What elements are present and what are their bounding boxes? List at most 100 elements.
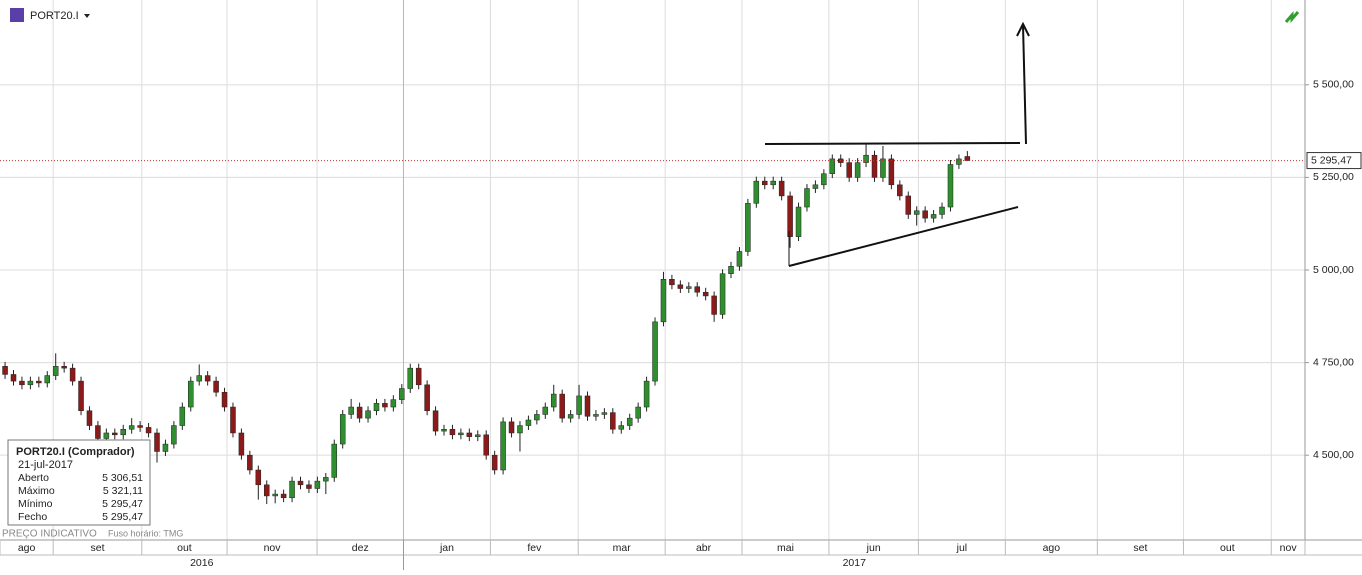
arrow bbox=[1022, 24, 1027, 145]
candle-body bbox=[339, 414, 346, 445]
candle-body bbox=[913, 210, 920, 215]
candle-body bbox=[483, 434, 489, 456]
candle-body bbox=[19, 380, 25, 386]
month-label: out bbox=[1220, 542, 1235, 554]
year-label: 2016 bbox=[190, 557, 214, 569]
candle-body bbox=[120, 429, 126, 436]
candle-body bbox=[154, 432, 160, 452]
candle-body bbox=[458, 432, 464, 436]
candle-body bbox=[10, 374, 17, 382]
candle-body bbox=[500, 421, 506, 471]
candle-body bbox=[2, 366, 8, 375]
candle-body bbox=[795, 206, 802, 237]
trend-icon bbox=[1284, 10, 1300, 24]
candle-body bbox=[103, 432, 110, 439]
candle-body bbox=[137, 425, 143, 428]
candle-body bbox=[69, 367, 76, 382]
candle-body bbox=[145, 427, 152, 434]
candle-body bbox=[576, 395, 582, 415]
y-tick-label: 5 000,00 bbox=[1313, 264, 1354, 276]
candle-body bbox=[263, 484, 270, 497]
candle-body bbox=[27, 380, 34, 386]
candle-body bbox=[694, 286, 700, 293]
last-price-box bbox=[1306, 152, 1362, 170]
candle-body bbox=[652, 321, 658, 382]
candle-body bbox=[618, 425, 625, 430]
candle-body bbox=[441, 429, 447, 432]
info-value: 5 295,47 bbox=[102, 498, 143, 510]
candle-body bbox=[787, 195, 793, 237]
month-label: jan bbox=[439, 542, 454, 554]
candle-body bbox=[390, 399, 397, 408]
month-label: jun bbox=[866, 542, 881, 554]
candle-body bbox=[255, 469, 262, 486]
y-tick-label: 5 500,00 bbox=[1313, 79, 1354, 91]
candle-body bbox=[677, 284, 684, 289]
candle-body bbox=[238, 432, 245, 456]
candle-body bbox=[728, 266, 734, 274]
candle-body bbox=[905, 195, 912, 215]
month-label: dez bbox=[352, 542, 369, 554]
candle-body bbox=[331, 443, 338, 478]
candle-body bbox=[407, 367, 413, 389]
dropdown[interactable] bbox=[84, 14, 90, 18]
candle-body bbox=[930, 214, 937, 219]
candle-body bbox=[854, 162, 861, 178]
month-label: set bbox=[90, 542, 104, 554]
candle-body bbox=[669, 279, 675, 286]
candle-body bbox=[871, 154, 878, 178]
candle-body bbox=[188, 380, 194, 408]
symbol: PORT20.I bbox=[30, 10, 79, 22]
candle-body bbox=[897, 184, 903, 197]
candle-body bbox=[289, 480, 295, 499]
candle-body bbox=[356, 406, 363, 419]
candle-body bbox=[736, 251, 743, 267]
info-value: 5 295,47 bbox=[102, 511, 143, 523]
candle-body bbox=[964, 156, 971, 161]
month-label: out bbox=[177, 542, 192, 554]
y-tick-label: 4 500,00 bbox=[1313, 449, 1354, 461]
candle-body bbox=[196, 375, 202, 382]
month-label: mai bbox=[777, 542, 794, 554]
candle-body bbox=[947, 164, 954, 208]
candle-body bbox=[213, 380, 219, 393]
info-label: Mínimo bbox=[18, 498, 53, 510]
info-value: 5 306,51 bbox=[102, 472, 143, 484]
support-line bbox=[788, 206, 1019, 267]
candle-body bbox=[466, 432, 473, 437]
month-label: nov bbox=[264, 542, 282, 554]
info-title: PORT20.I (Comprador) bbox=[16, 446, 135, 458]
candle-body bbox=[745, 203, 751, 252]
candle-body bbox=[550, 393, 557, 408]
drawings bbox=[764, 21, 1030, 267]
candle-body bbox=[221, 391, 228, 408]
info-label: Fecho bbox=[18, 511, 47, 523]
candle-body bbox=[517, 425, 523, 434]
candle-body bbox=[52, 366, 59, 376]
candle-body bbox=[36, 380, 42, 384]
candle-body bbox=[812, 184, 819, 189]
candle-body bbox=[829, 158, 836, 174]
month-label: abr bbox=[696, 542, 712, 554]
candle-body bbox=[846, 162, 852, 178]
candle-body bbox=[753, 180, 760, 204]
last-price-label: 5 295,47 bbox=[1311, 154, 1352, 166]
month-label: nov bbox=[1280, 542, 1298, 554]
candle-body bbox=[314, 480, 321, 489]
candle-body bbox=[508, 421, 515, 434]
info-frame bbox=[7, 439, 151, 526]
candle-body bbox=[112, 432, 118, 436]
year-label: 2017 bbox=[843, 557, 867, 569]
candle-body bbox=[601, 412, 608, 415]
candle-body bbox=[626, 417, 633, 426]
footer-note: Fuso horário: TMG bbox=[108, 528, 183, 538]
month-label: ago bbox=[1043, 542, 1061, 554]
info-label: Máximo bbox=[18, 485, 55, 497]
info-label: Aberto bbox=[18, 472, 49, 484]
candle-body bbox=[280, 493, 287, 499]
candle-body bbox=[44, 375, 51, 384]
candle-body bbox=[230, 406, 236, 434]
candle-body bbox=[323, 477, 329, 482]
y-tick-label: 5 250,00 bbox=[1313, 171, 1354, 183]
candle-body bbox=[660, 279, 667, 323]
